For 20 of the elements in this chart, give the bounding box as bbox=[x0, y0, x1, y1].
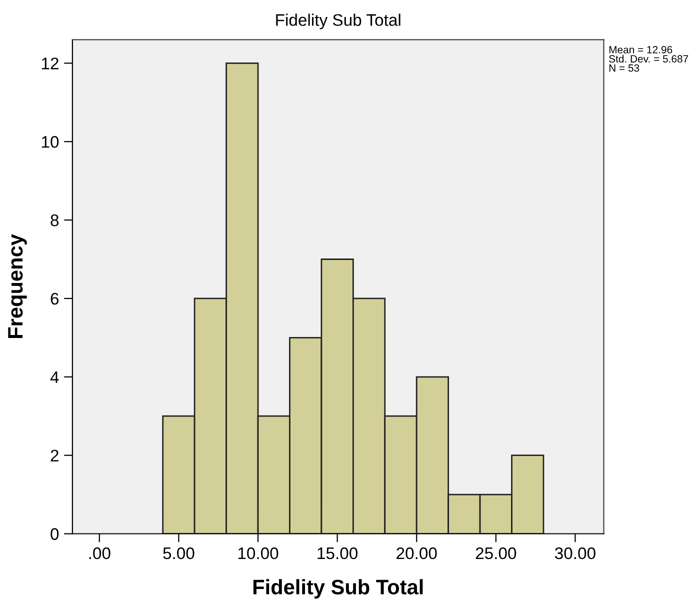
text: Mean = 12.96 bbox=[609, 46, 672, 54]
chart-title: Fidelity Sub Total bbox=[276, 14, 400, 30]
y-axis-title: Frequency bbox=[8, 234, 27, 338]
x-tick-label: 25.00 bbox=[476, 547, 516, 560]
y-tick-label: 6 bbox=[50, 292, 59, 305]
y-tick-label: 12 bbox=[42, 58, 58, 70]
x-tick-label: 20.00 bbox=[396, 547, 437, 560]
y-tick-label: 2 bbox=[50, 450, 58, 462]
y-tick-label: 4 bbox=[50, 371, 59, 383]
x-tick-label: 15.00 bbox=[318, 547, 358, 560]
x-tick-label: 10.00 bbox=[238, 547, 278, 560]
text: N = 53 bbox=[609, 64, 640, 72]
y-tick-label: 10 bbox=[42, 136, 59, 148]
x-tick-label: 5.00 bbox=[163, 547, 194, 560]
y-tick-label: 0 bbox=[50, 528, 59, 540]
x-tick-label: .00 bbox=[89, 547, 110, 560]
y-tick-label: 8 bbox=[50, 214, 59, 226]
x-axis-title: Fidelity Sub Total bbox=[253, 579, 423, 599]
text: Std. Dev. = 5.687 bbox=[609, 54, 688, 63]
x-tick-label: 30.00 bbox=[554, 547, 596, 560]
